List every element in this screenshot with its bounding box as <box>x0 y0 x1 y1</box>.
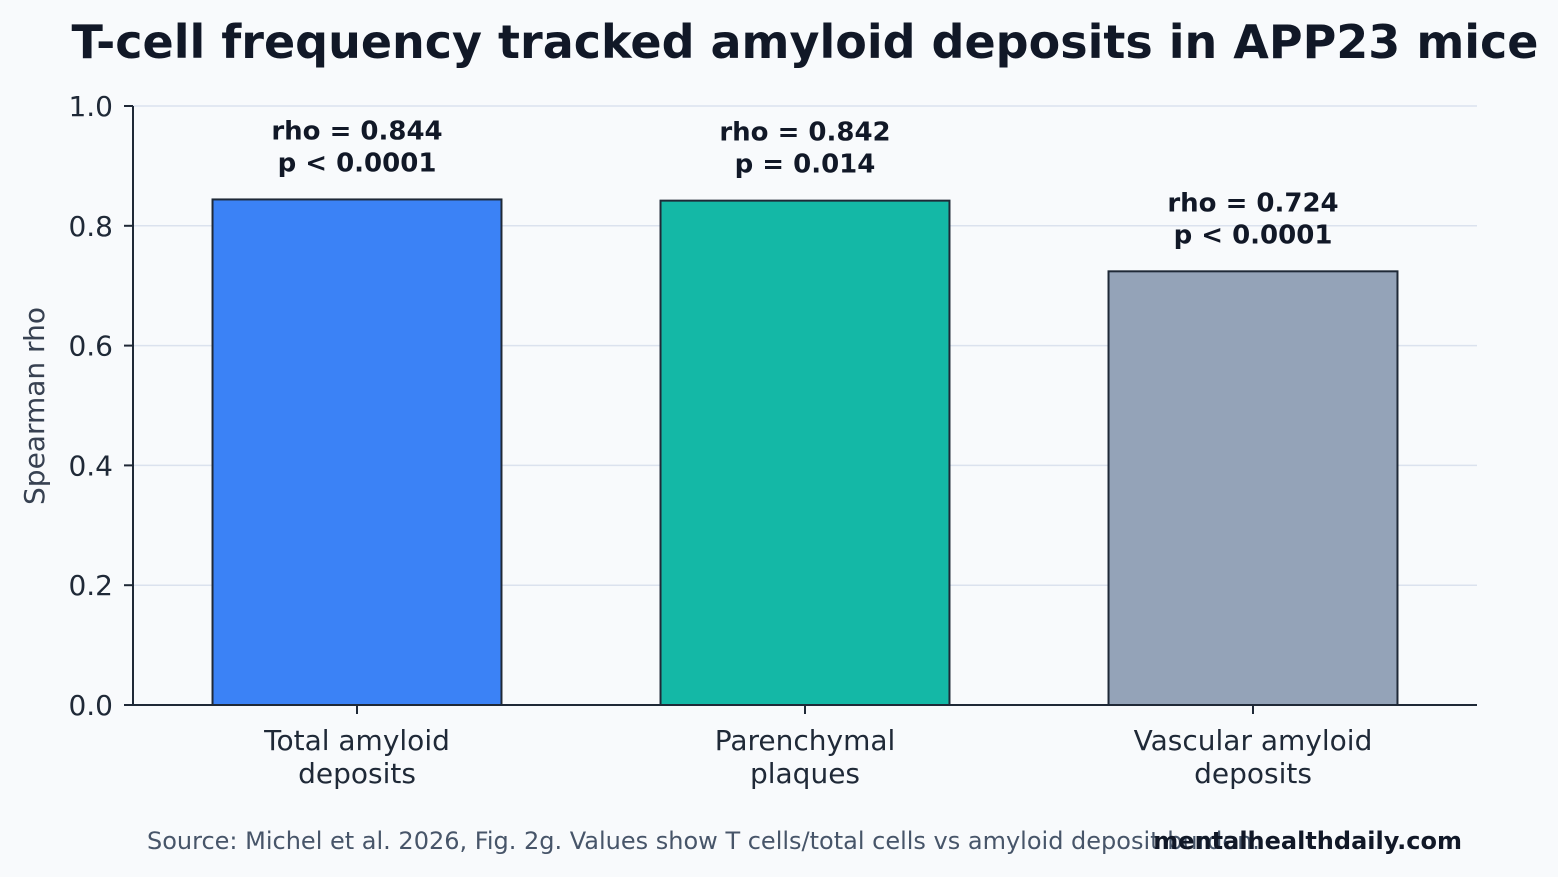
source-note: Source: Michel et al. 2026, Fig. 2g. Val… <box>147 827 1260 855</box>
y-tick-label: 0.0 <box>68 689 113 722</box>
y-tick-label: 0.6 <box>68 330 113 363</box>
y-tick-label: 0.2 <box>68 569 113 602</box>
y-tick-label: 1.0 <box>68 90 113 123</box>
x-tick-label: Total amyloid deposits <box>263 724 450 790</box>
data-label: rho = 0.844 <box>271 116 442 146</box>
data-label: rho = 0.842 <box>719 118 890 148</box>
bar <box>659 199 951 706</box>
chart-title: T-cell frequency tracked amyloid deposit… <box>72 15 1539 69</box>
x-tick-label: Parenchymal plaques <box>715 724 896 790</box>
y-tick-label: 0.8 <box>68 210 113 243</box>
axes: 0.0 0.2 0.4 0.6 0.8 1.0 Total amyloid deposits P… <box>68 90 1477 790</box>
data-label: p < 0.0001 <box>278 148 437 178</box>
data-label: p = 0.014 <box>735 150 876 180</box>
data-label: rho = 0.724 <box>1167 188 1338 218</box>
y-axis-label: Spearman rho <box>18 307 51 505</box>
brand-watermark: mentalhealthdaily.com <box>1153 827 1462 855</box>
bar <box>211 198 503 706</box>
bars <box>211 198 1399 706</box>
y-tick-label: 0.4 <box>68 449 113 482</box>
x-tick-label: Vascular amyloid deposits <box>1134 724 1373 790</box>
data-label: p < 0.0001 <box>1174 220 1333 250</box>
bar <box>1107 270 1399 706</box>
